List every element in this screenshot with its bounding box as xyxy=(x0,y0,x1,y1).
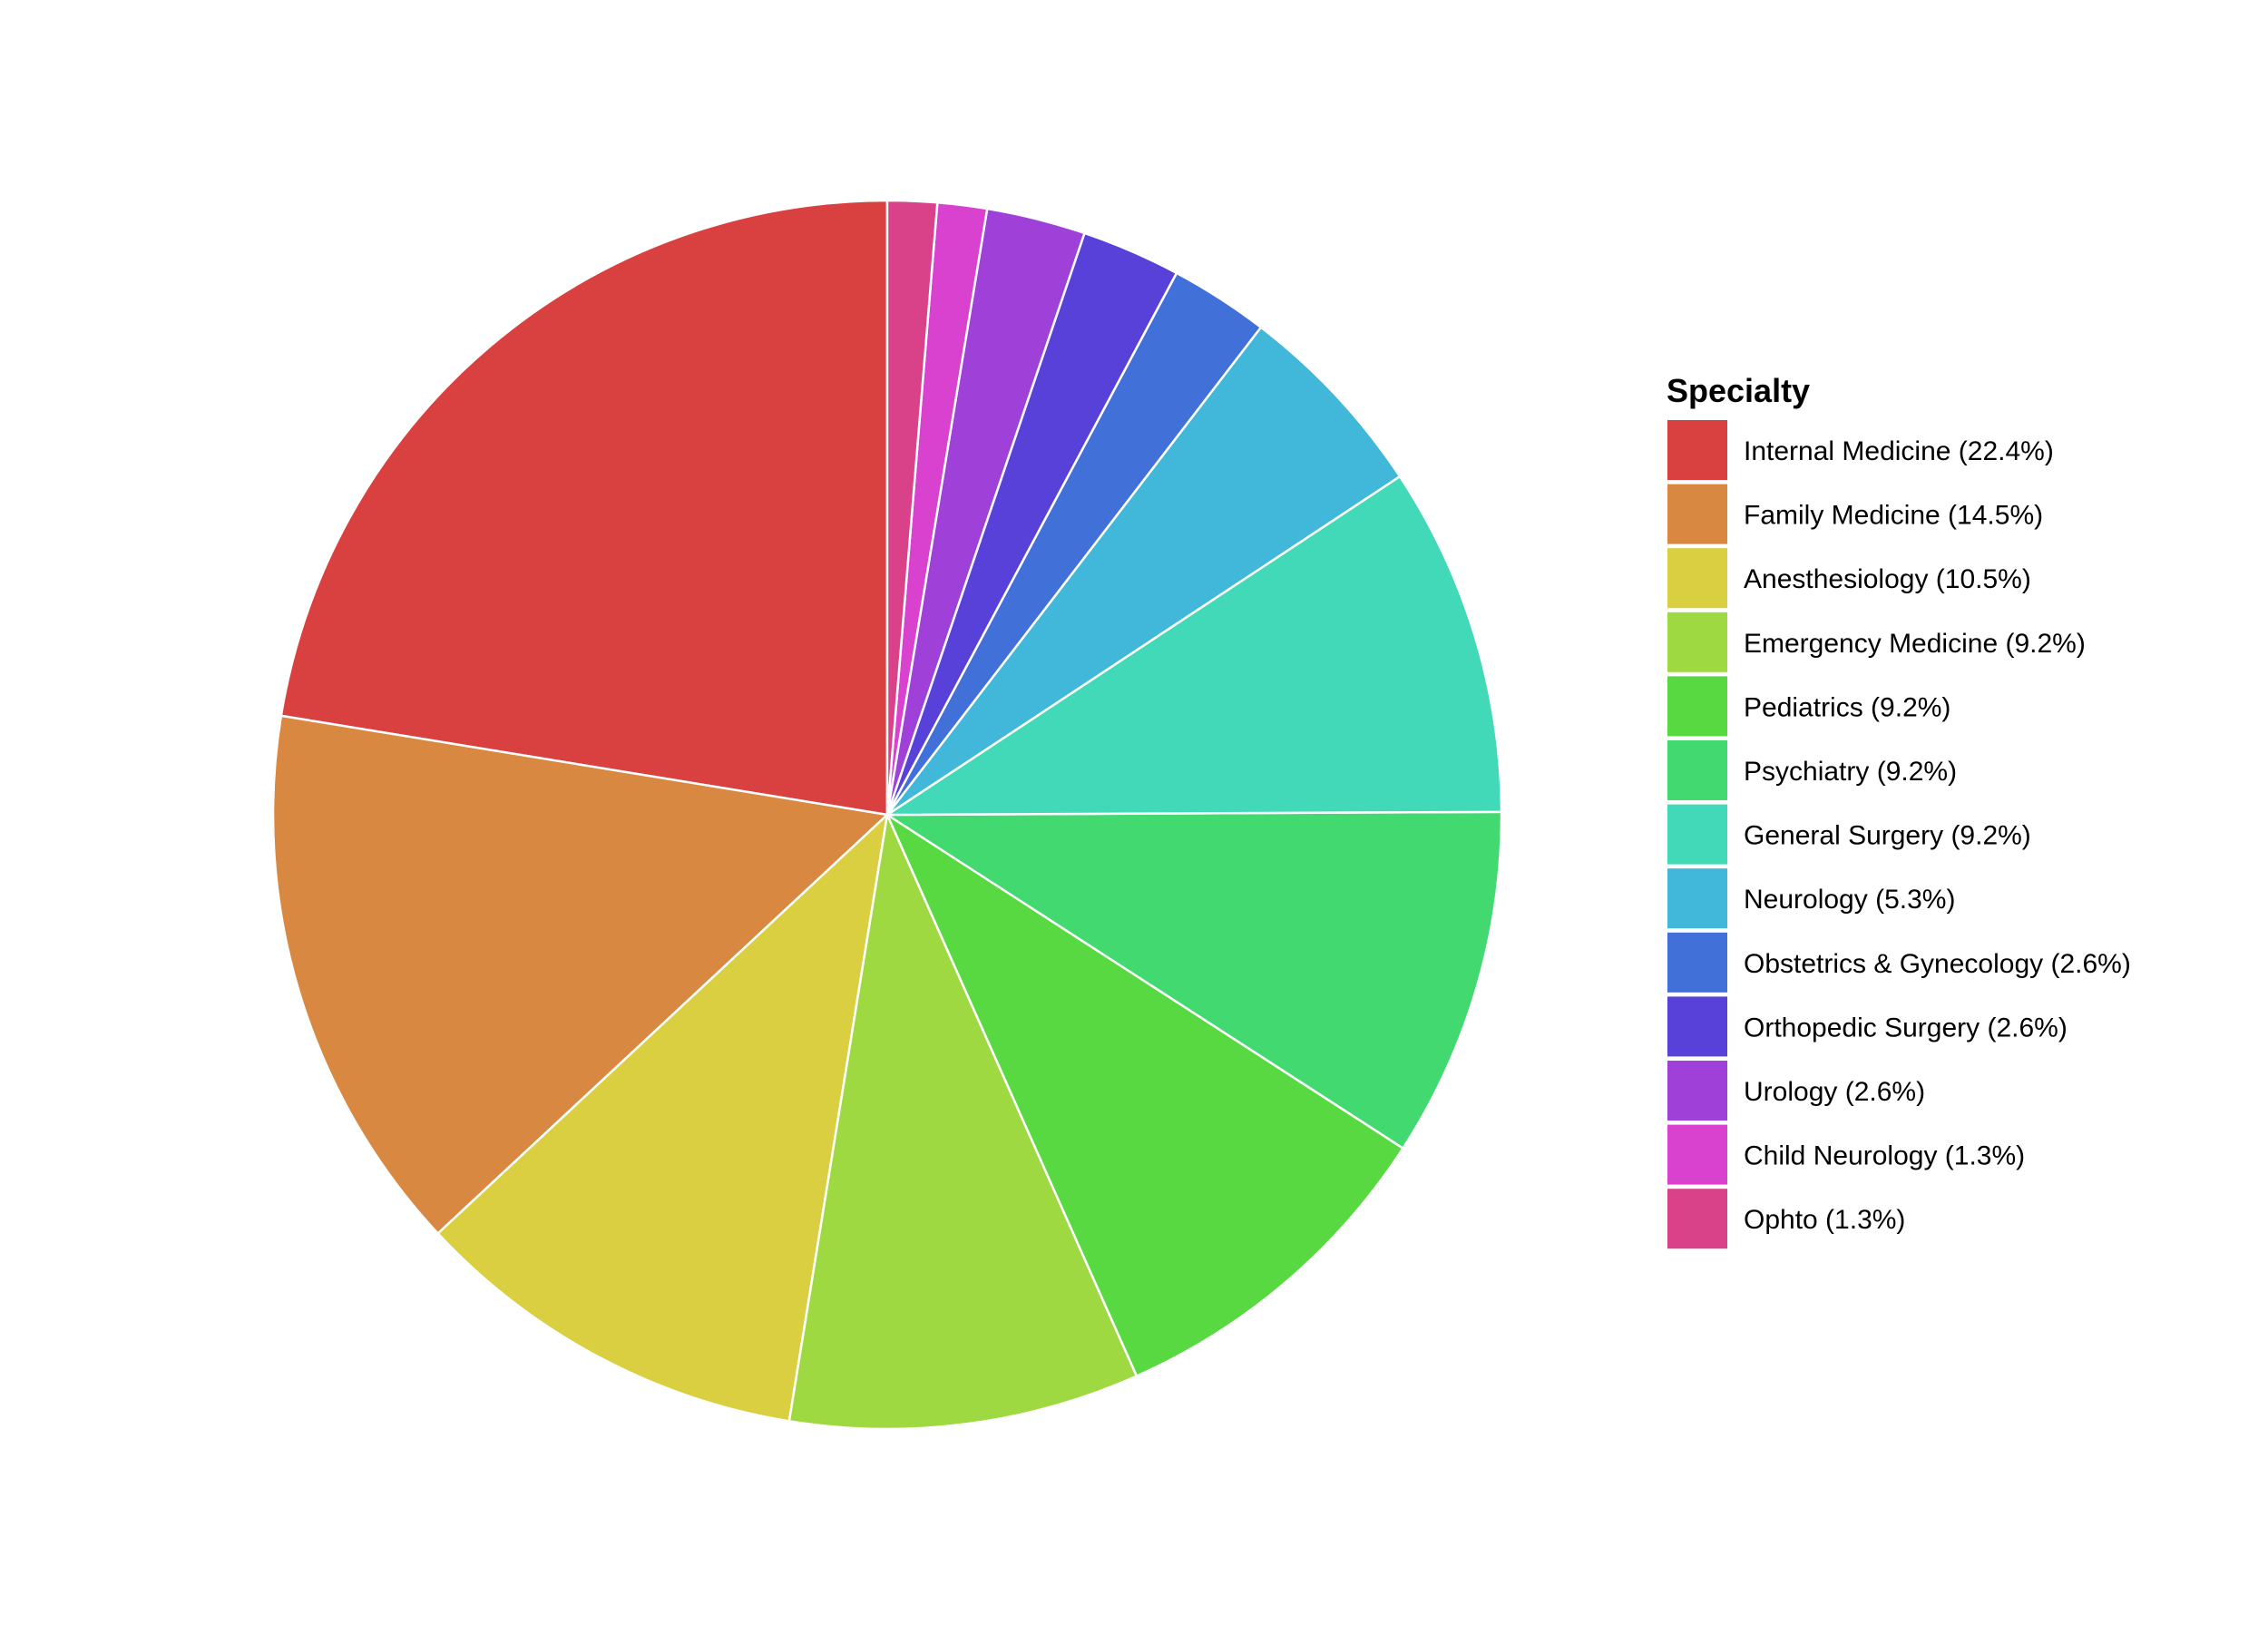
legend-label-2: Anesthesiology (10.5%) xyxy=(1744,564,2031,594)
legend-label-9: Orthopedic Surgery (2.6%) xyxy=(1744,1013,2068,1043)
legend-key-1 xyxy=(1667,484,1727,544)
legend-key-10 xyxy=(1667,1061,1727,1121)
legend-key-2 xyxy=(1667,548,1727,609)
pie-slice-7 xyxy=(885,326,1402,817)
pie-slices xyxy=(271,199,1503,1431)
legend-label-4: Pediatrics (9.2%) xyxy=(1744,692,1950,722)
legend: Specialty Internal Medicine (22.4%) Famil… xyxy=(1667,372,2131,1249)
legend-label-5: Psychiatry (9.2%) xyxy=(1744,757,1957,787)
legend-key-4 xyxy=(1667,676,1727,737)
legend-label-3: Emergency Medicine (9.2%) xyxy=(1744,629,2086,659)
legend-label-8: Obstetrics & Gynecology (2.6%) xyxy=(1744,949,2131,979)
legend-key-5 xyxy=(1667,740,1727,800)
legend-key-11 xyxy=(1667,1124,1727,1185)
pie-slice-4 xyxy=(885,813,1404,1377)
legend-label-1: Family Medicine (14.5%) xyxy=(1744,501,2043,531)
legend-key-8 xyxy=(1667,932,1727,993)
pie-slice-6 xyxy=(885,475,1503,817)
legend-label-6: General Surgery (9.2%) xyxy=(1744,821,2031,851)
legend-label-11: Child Neurology (1.3%) xyxy=(1744,1141,2025,1171)
pie-slice-0 xyxy=(279,199,889,817)
legend-key-3 xyxy=(1667,612,1727,672)
pie-slice-1 xyxy=(271,714,889,1235)
pie-slice-2 xyxy=(436,813,889,1423)
legend-label-10: Urology (2.6%) xyxy=(1744,1077,1925,1107)
pie-slice-5 xyxy=(885,810,1503,1150)
legend-key-6 xyxy=(1667,804,1727,865)
legend-label-12: Ophto (1.3%) xyxy=(1744,1205,1905,1235)
legend-title: Specialty xyxy=(1667,372,1810,409)
legend-key-0 xyxy=(1667,420,1727,480)
pie-slice-12 xyxy=(885,199,939,817)
pie-slice-3 xyxy=(787,813,1139,1431)
legend-key-7 xyxy=(1667,868,1727,929)
legend-items: Internal Medicine (22.4%) Family Medicine… xyxy=(1667,420,2131,1249)
legend-key-9 xyxy=(1667,996,1727,1057)
legend-key-12 xyxy=(1667,1189,1727,1249)
legend-label-0: Internal Medicine (22.4%) xyxy=(1744,436,2054,466)
legend-label-7: Neurology (5.3%) xyxy=(1744,885,1955,915)
